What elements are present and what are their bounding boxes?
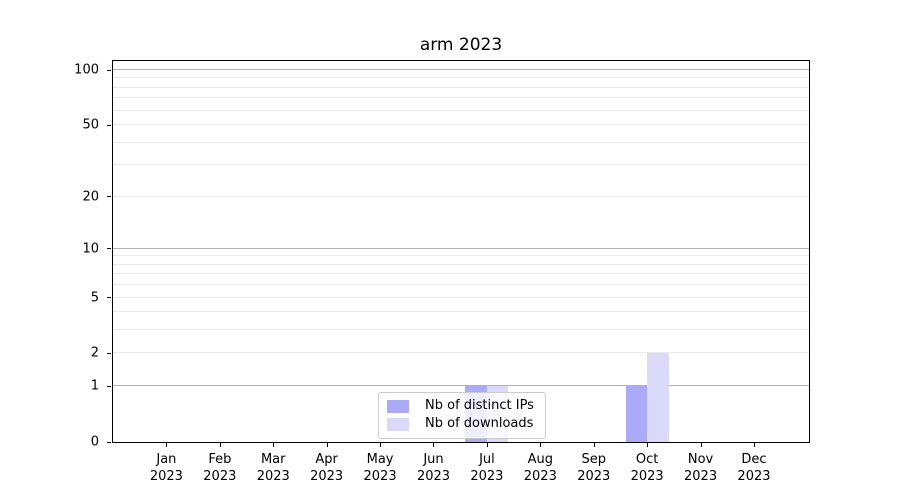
- x-tick-label: Mar 2023: [257, 451, 290, 485]
- x-tick-month: Jan: [156, 452, 177, 467]
- y-gridline-minor: [113, 141, 809, 143]
- x-tick-label: May 2023: [364, 451, 397, 485]
- x-tick-month: Jul: [479, 452, 495, 467]
- legend-label: Nb of downloads: [425, 416, 534, 431]
- y-tick-mark: [107, 248, 111, 250]
- x-tick-label: Dec 2023: [737, 451, 770, 485]
- y-tick-label: 10: [82, 241, 99, 257]
- x-tick-year: 2023: [256, 469, 290, 484]
- y-tick-mark: [107, 124, 111, 126]
- legend: Nb of distinct IPs Nb of downloads: [378, 392, 546, 439]
- x-tick-mark: [219, 443, 221, 447]
- y-gridline-minor: [113, 97, 809, 99]
- x-tick-mark: [486, 443, 488, 447]
- y-gridline-minor: [113, 329, 809, 331]
- x-tick-year: 2023: [470, 469, 504, 484]
- x-tick-label: Aug 2023: [524, 451, 557, 485]
- y-gridline-minor: [113, 164, 809, 166]
- chart-title: arm 2023: [419, 35, 503, 55]
- x-tick-year: 2023: [310, 469, 344, 484]
- x-tick-label: Jul 2023: [470, 451, 503, 485]
- y-gridline-minor: [113, 273, 809, 275]
- x-tick-mark: [753, 443, 755, 447]
- x-tick-month: Mar: [260, 452, 286, 467]
- x-tick-mark: [433, 443, 435, 447]
- y-gridline-minor: [113, 255, 809, 257]
- y-gridline-minor: [113, 311, 809, 313]
- y-gridline-minor: [113, 195, 809, 197]
- y-gridline-minor: [113, 86, 809, 88]
- y-tick-label: 100: [74, 62, 99, 78]
- x-tick-year: 2023: [203, 469, 237, 484]
- y-gridline-minor: [113, 77, 809, 79]
- x-axis: Jan 2023 Feb 2023 Mar 2023 Apr 2023 May 2023 Jun 20…: [113, 443, 809, 499]
- x-tick-month: Aug: [527, 452, 553, 467]
- y-tick-mark: [107, 297, 111, 299]
- y-tick-mark: [107, 441, 111, 443]
- y-tick-label: 20: [82, 189, 99, 205]
- x-tick-mark: [540, 443, 542, 447]
- x-tick-mark: [647, 443, 649, 447]
- y-gridline-minor: [113, 124, 809, 126]
- y-tick-label: 5: [90, 290, 99, 306]
- x-tick-month: May: [366, 452, 394, 467]
- x-tick-mark: [593, 443, 595, 447]
- x-tick-month: Dec: [741, 452, 767, 467]
- x-tick-month: Sep: [581, 452, 606, 467]
- x-tick-label: Jun 2023: [417, 451, 450, 485]
- y-gridline-major: [113, 385, 809, 387]
- y-gridline-major: [113, 247, 809, 249]
- x-tick-year: 2023: [737, 469, 771, 484]
- x-tick-mark: [700, 443, 702, 447]
- x-tick-month: Jun: [423, 452, 444, 467]
- x-tick-mark: [380, 443, 382, 447]
- y-axis: 0 1 2 5 10 20 50 100: [0, 61, 112, 449]
- x-tick-mark: [273, 443, 275, 447]
- x-tick-label: Apr 2023: [310, 451, 343, 485]
- x-tick-year: 2023: [149, 469, 183, 484]
- y-gridline-minor: [113, 109, 809, 111]
- x-tick-mark: [326, 443, 328, 447]
- x-tick-year: 2023: [630, 469, 664, 484]
- x-tick-month: Nov: [687, 452, 714, 467]
- x-tick-mark: [166, 443, 168, 447]
- y-gridline-minor: [113, 284, 809, 286]
- x-tick-label: Nov 2023: [684, 451, 717, 485]
- x-tick-label: Jan 2023: [150, 451, 183, 485]
- y-tick-label: 2: [90, 345, 99, 361]
- bar-distinct-ips: [625, 386, 648, 442]
- x-tick-year: 2023: [684, 469, 718, 484]
- y-tick-mark: [107, 352, 111, 354]
- plot-area: Nb of distinct IPs Nb of downloads: [112, 60, 810, 443]
- y-tick-label: 1: [90, 378, 99, 394]
- x-tick-month: Oct: [635, 452, 659, 467]
- x-tick-label: Sep 2023: [577, 451, 610, 485]
- y-tick-label: 50: [82, 117, 99, 133]
- y-tick-mark: [107, 69, 111, 71]
- y-gridline-minor: [113, 296, 809, 298]
- legend-item: Nb of downloads: [387, 417, 534, 431]
- legend-label: Nb of distinct IPs: [425, 398, 534, 413]
- x-tick-month: Apr: [315, 452, 338, 467]
- legend-swatch-icon: [387, 417, 409, 431]
- y-tick-mark: [107, 385, 111, 387]
- x-tick-year: 2023: [523, 469, 557, 484]
- legend-swatch-icon: [387, 399, 409, 413]
- bar-downloads: [647, 353, 669, 442]
- x-tick-year: 2023: [363, 469, 397, 484]
- y-gridline-minor: [113, 263, 809, 265]
- y-tick-label: 0: [90, 434, 99, 450]
- x-tick-year: 2023: [577, 469, 611, 484]
- x-tick-label: Feb 2023: [203, 451, 236, 485]
- y-gridline-minor: [113, 352, 809, 354]
- y-tick-mark: [107, 196, 111, 198]
- x-tick-month: Feb: [208, 452, 232, 467]
- legend-item: Nb of distinct IPs: [387, 399, 534, 413]
- x-tick-year: 2023: [416, 469, 451, 484]
- y-gridline-major: [113, 69, 809, 71]
- x-tick-label: Oct 2023: [631, 451, 664, 485]
